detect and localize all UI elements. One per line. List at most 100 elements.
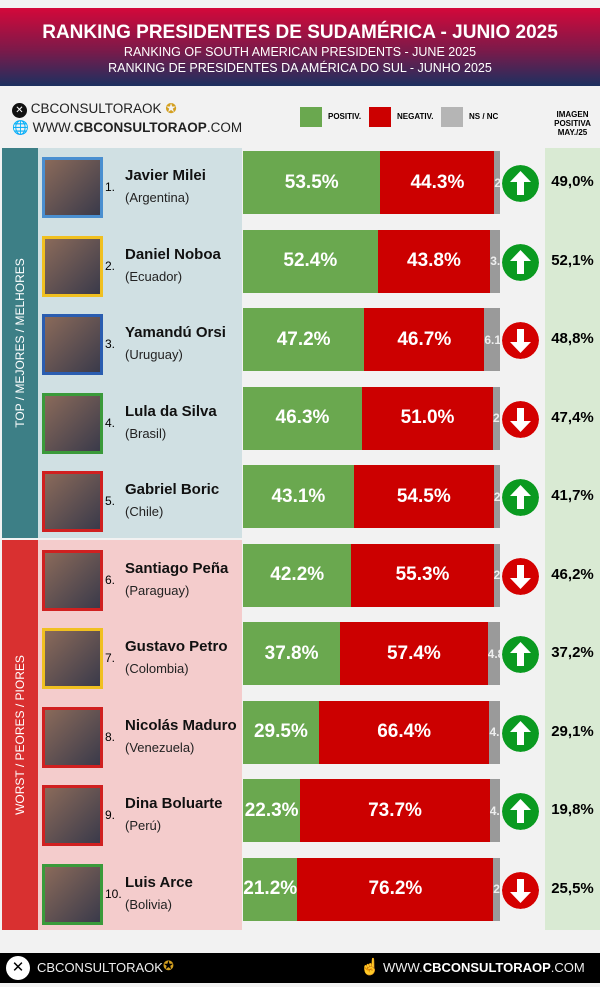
rank: 2. — [105, 258, 116, 273]
bar-nsnc: 2.7 — [493, 386, 500, 450]
stacked-bar: 21.2% 76.2% 2.6 — [243, 857, 500, 921]
bar-negative: 46.7% — [364, 308, 485, 371]
president-name: Lula da Silva — [125, 402, 217, 420]
image-may25-value: 52,1% — [551, 251, 594, 269]
x-logo-icon: ✕ — [6, 956, 30, 980]
president-name: Javier Milei — [125, 167, 206, 184]
president-name: Gabriel Boric — [125, 481, 220, 498]
globe-icon: 🌐 — [12, 120, 29, 135]
president-photo — [42, 863, 103, 925]
bar-nsnc: 2.6 — [493, 857, 500, 921]
country: (Bolivia) — [125, 896, 172, 912]
rank: 7. — [105, 651, 116, 665]
arrow-up-icon — [502, 636, 539, 673]
country: (Uruguay) — [125, 347, 183, 362]
site-pre: WWW. — [32, 120, 74, 135]
bar-positive: 43.1% — [243, 465, 354, 528]
pointer-hand-icon: ☝ — [360, 959, 380, 976]
bar-negative: 51.0% — [361, 386, 494, 450]
bar-positive: 29.5% — [243, 700, 319, 764]
president-row: 8. Nicolás Maduro (Venezuela) 29.5% 66.4… — [0, 700, 600, 778]
bar-nsnc: 2.5 — [493, 543, 500, 607]
image-may25-value: 29,1% — [551, 722, 594, 740]
bar-positive: 22.3% — [243, 779, 301, 842]
president-name: Yamandú Orsi — [125, 324, 226, 341]
arrow-up-icon — [502, 714, 539, 752]
x-logo-icon: ✕ — [12, 103, 27, 118]
arrow-down-icon — [502, 557, 539, 595]
president-photo — [42, 785, 103, 846]
rank: 1. — [105, 180, 116, 194]
image-may25-value: 46,2% — [551, 565, 594, 583]
country: (Argentina) — [125, 190, 190, 205]
image-may25-value: 49,0% — [551, 173, 594, 190]
stacked-bar: 37.8% 57.4% 4.8 — [243, 622, 500, 685]
stacked-bar: 46.3% 51.0% 2.7 — [243, 386, 500, 450]
group-top-label: TOP / MEJORES / MELHORES — [2, 148, 38, 538]
stacked-bar: 43.1% 54.5% 2.4 — [243, 465, 500, 528]
president-row: 1. Javier Milei (Argentina) 53.5% 44.3% … — [0, 150, 600, 228]
rank: 10. — [105, 886, 122, 901]
rank: 4. — [105, 415, 116, 430]
bar-positive: 47.2% — [243, 308, 365, 371]
bar-positive: 21.2% — [243, 857, 298, 921]
president-name: Daniel Noboa — [125, 245, 221, 263]
president-row: 6. Santiago Peña (Paraguay) 42.2% 55.3% … — [0, 543, 600, 621]
brand-handle: ✕ CBCONSULTORAOK ✪ — [12, 101, 177, 118]
president-name: Santiago Peña — [125, 559, 229, 577]
handle-text: CBCONSULTORAOK — [30, 101, 162, 116]
legend-nsnc: NS / NC — [441, 107, 498, 127]
president-row: 9. Dina Boluarte (Perú) 22.3% 73.7% 4.0 … — [0, 778, 600, 856]
title: RANKING PRESIDENTES DE SUDAMÉRICA - JUNI… — [42, 22, 558, 43]
president-photo — [42, 549, 103, 611]
bar-nsnc: 4.1 — [489, 700, 500, 764]
group-worst-label: WORST / PEORES / PIORES — [2, 540, 38, 930]
footer-site[interactable]: WWW.CBCONSULTORAOP.COM — [383, 960, 585, 975]
image-may25-value: 19,8% — [551, 801, 594, 818]
bar-nsnc: 4.0 — [489, 779, 500, 842]
bar-nsnc: 4.8 — [487, 622, 500, 685]
president-row: 4. Lula da Silva (Brasil) 46.3% 51.0% 2.… — [0, 386, 600, 464]
verified-badge-icon: ✪ — [165, 101, 177, 116]
verified-badge-icon: ✪ — [163, 958, 174, 973]
bar-negative: 44.3% — [380, 151, 495, 214]
legend-positive: POSITIV. — [300, 107, 361, 127]
image-column — [545, 148, 600, 930]
arrow-up-icon — [502, 479, 539, 516]
bar-negative: 57.4% — [340, 622, 488, 685]
president-row: 10. Luis Arce (Bolivia) 21.2% 76.2% 2.6 … — [0, 857, 600, 935]
image-may25-value: 25,5% — [551, 879, 594, 897]
rank: 5. — [105, 494, 116, 508]
bar-positive: 46.3% — [243, 386, 362, 450]
brand-site: 🌐 WWW.CBCONSULTORAOP.COM — [12, 120, 242, 136]
country: (Perú) — [125, 818, 162, 833]
bar-nsnc: 2.4 — [493, 465, 500, 528]
arrow-up-icon — [502, 793, 539, 830]
arrow-up-icon — [502, 165, 539, 202]
site-bold: CBCONSULTORAOP — [73, 120, 207, 135]
president-row: 2. Daniel Noboa (Ecuador) 52.4% 43.8% 3.… — [0, 229, 600, 307]
rank: 3. — [105, 337, 116, 351]
image-positive-header: IMAGEN POSITIVA MAY./25 — [554, 110, 591, 137]
rank: 9. — [105, 808, 116, 822]
country: (Brasil) — [125, 425, 167, 441]
stacked-bar: 22.3% 73.7% 4.0 — [243, 779, 500, 842]
president-row: 7. Gustavo Petro (Colombia) 37.8% 57.4% … — [0, 621, 600, 699]
site-post: .COM — [206, 120, 243, 135]
president-photo — [42, 235, 103, 297]
president-row: 3. Yamandú Orsi (Uruguay) 47.2% 46.7% 6.… — [0, 307, 600, 385]
rank: 6. — [105, 572, 116, 587]
footer-handle: CBCONSULTORAOK — [37, 960, 163, 975]
president-name: Gustavo Petro — [125, 638, 228, 655]
footer: ✕ CBCONSULTORAOK ✪ ☝ WWW.CBCONSULTORAOP.… — [0, 953, 600, 983]
header: RANKING PRESIDENTES DE SUDAMÉRICA - JUNI… — [0, 8, 600, 86]
bar-positive: 53.5% — [243, 151, 381, 214]
president-photo — [42, 628, 103, 689]
bar-negative: 73.7% — [300, 779, 490, 842]
president-photo — [42, 392, 103, 454]
country: (Chile) — [125, 504, 164, 519]
rank: 8. — [105, 729, 116, 744]
president-photo — [42, 471, 103, 532]
bar-nsnc: 6.1 — [484, 308, 500, 371]
president-photo — [42, 157, 103, 218]
